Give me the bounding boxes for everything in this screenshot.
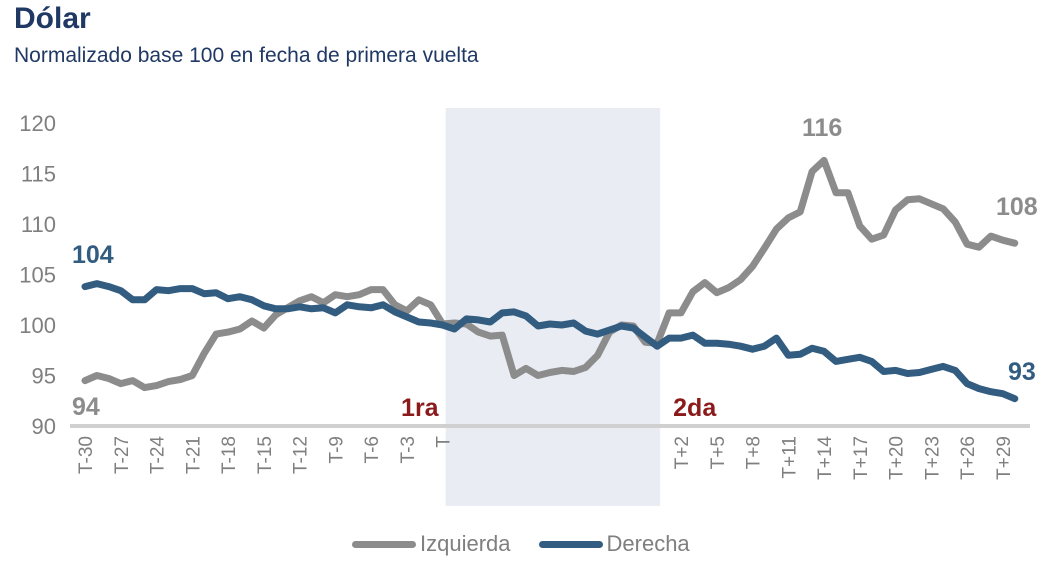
x-tick-label: T-18 [219,436,240,474]
x-tick-label: T+5 [708,436,729,469]
x-tick-label: T-6 [362,436,383,463]
y-tick-label: 100 [19,313,56,338]
y-tick-label: 90 [32,414,56,439]
round-marker-2da: 2da [673,394,717,422]
x-tick-label: T-27 [112,436,133,474]
x-tick-label: T+20 [887,436,908,480]
y-tick-label: 110 [21,212,56,237]
legend-item-derecha: Derecha [538,531,690,557]
round-marker-1ra: 1ra [401,394,440,422]
y-tick-label: 115 [21,162,56,187]
legend-swatch-izquierda [352,540,416,548]
x-tick-label: T+23 [922,436,943,480]
label-izquierda-start: 94 [72,393,100,421]
x-tick-label: T-12 [291,436,312,474]
label-derecha-end: 93 [1008,358,1036,386]
x-tick-label: T+26 [958,436,979,480]
legend: Izquierda Derecha [352,531,718,557]
label-derecha-start: 104 [72,241,114,269]
x-tick-label: T+17 [851,436,872,480]
x-tick-label: T+8 [744,436,765,469]
x-tick-label: T-24 [148,436,169,474]
y-tick-label: 120 [19,111,56,136]
y-tick-label: 105 [19,263,56,288]
x-tick-label: T+11 [779,436,800,478]
x-tick-label: T+29 [994,436,1015,480]
legend-item-izquierda: Izquierda [352,531,511,557]
x-tick-label: T+14 [815,436,836,480]
x-tick-label: T-30 [76,436,97,474]
x-tick-label: T-21 [183,436,204,474]
legend-label-izquierda: Izquierda [420,531,511,556]
label-izquierda-peak: 116 [802,114,842,142]
x-tick-label: T-9 [326,436,347,463]
x-tick-label: T+2 [672,436,693,469]
legend-label-derecha: Derecha [606,531,690,556]
chart-subtitle: Normalizado base 100 en fecha de primera… [14,44,479,67]
x-tick-label: T-3 [398,436,419,463]
legend-swatch-derecha [538,540,603,548]
label-izquierda-end: 108 [996,193,1038,221]
x-tick-label: T-15 [255,436,276,474]
y-tick-label: 95 [32,364,56,389]
chart-title: Dólar [14,2,91,35]
shaded-between-rounds [445,108,661,506]
x-tick-label: T [434,436,455,448]
